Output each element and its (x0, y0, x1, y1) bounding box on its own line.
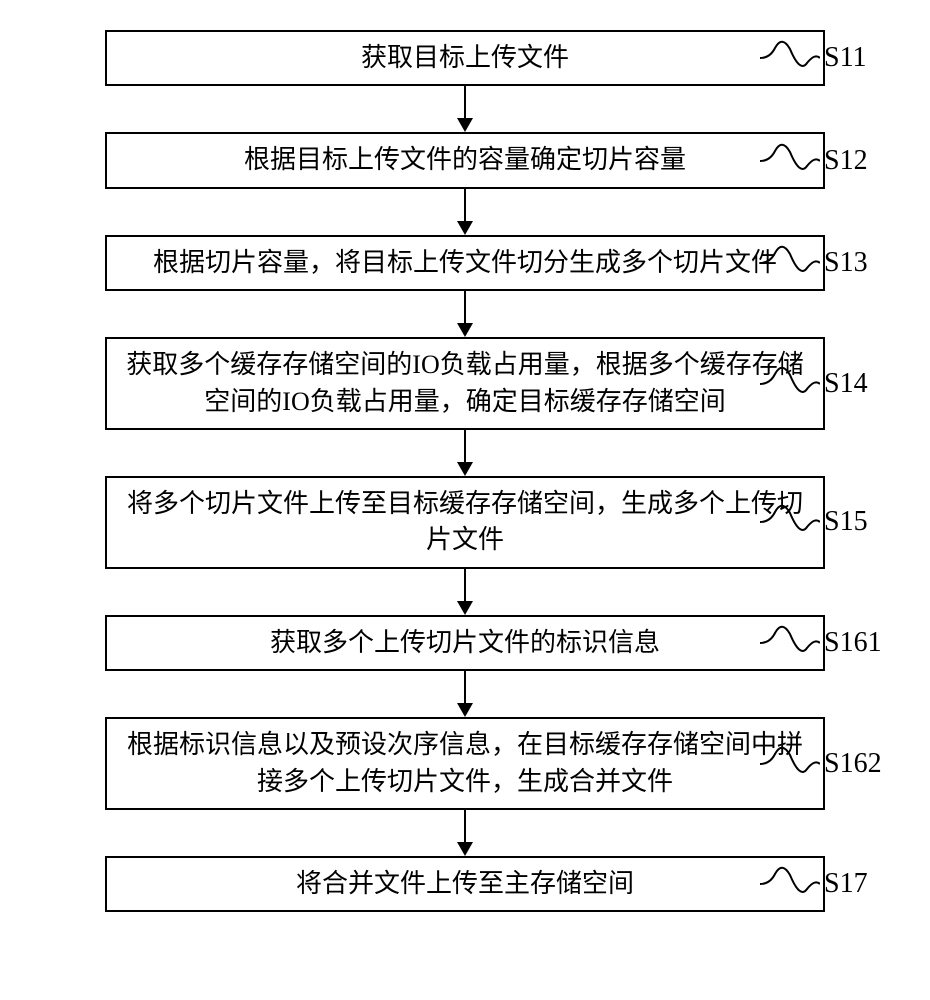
flowchart-container: 获取目标上传文件 S11 根据目标上传文件的容量确定切片容量 S12 根据切片容… (20, 30, 910, 912)
flowchart-arrow (20, 291, 910, 337)
flowchart-box: 根据切片容量，将目标上传文件切分生成多个切片文件 (105, 235, 825, 291)
step-id-label: S12 (824, 145, 868, 177)
label-connector-curve (760, 618, 820, 668)
label-connector-curve (760, 136, 820, 186)
step-id-label: S162 (824, 748, 882, 780)
flowchart-step: 获取多个缓存存储空间的IO负载占用量，根据多个缓存存储空间的IO负载占用量，确定… (20, 337, 910, 430)
step-label-area: S162 (760, 739, 910, 789)
step-id-label: S13 (824, 247, 868, 279)
flowchart-step: 根据目标上传文件的容量确定切片容量 S12 (20, 132, 910, 188)
flowchart-arrow (20, 569, 910, 615)
label-connector-curve (760, 359, 820, 409)
flowchart-arrow (20, 810, 910, 856)
step-label-area: S17 (760, 859, 910, 909)
flowchart-arrow (20, 671, 910, 717)
flowchart-step: 根据标识信息以及预设次序信息，在目标缓存存储空间中拼接多个上传切片文件，生成合并… (20, 717, 910, 810)
label-connector-curve (760, 497, 820, 547)
down-arrow-icon (450, 189, 480, 235)
flowchart-box: 将多个切片文件上传至目标缓存存储空间，生成多个上传切片文件 (105, 476, 825, 569)
step-label-area: S12 (760, 136, 910, 186)
step-id-label: S15 (824, 506, 868, 538)
down-arrow-icon (450, 86, 480, 132)
flowchart-step: 获取多个上传切片文件的标识信息 S161 (20, 615, 910, 671)
flowchart-step: 根据切片容量，将目标上传文件切分生成多个切片文件 S13 (20, 235, 910, 291)
flowchart-step: 获取目标上传文件 S11 (20, 30, 910, 86)
step-id-label: S161 (824, 627, 882, 659)
down-arrow-icon (450, 430, 480, 476)
down-arrow-icon (450, 291, 480, 337)
down-arrow-icon (450, 569, 480, 615)
flowchart-box: 根据目标上传文件的容量确定切片容量 (105, 132, 825, 188)
label-connector-curve (760, 859, 820, 909)
flowchart-arrow (20, 189, 910, 235)
step-label-area: S161 (760, 618, 910, 668)
step-id-label: S11 (824, 42, 867, 74)
flowchart-step: 将合并文件上传至主存储空间 S17 (20, 856, 910, 912)
step-label-area: S14 (760, 359, 910, 409)
down-arrow-icon (450, 671, 480, 717)
down-arrow-icon (450, 810, 480, 856)
flowchart-box: 获取多个缓存存储空间的IO负载占用量，根据多个缓存存储空间的IO负载占用量，确定… (105, 337, 825, 430)
step-label-area: S11 (760, 33, 910, 83)
flowchart-step: 将多个切片文件上传至目标缓存存储空间，生成多个上传切片文件 S15 (20, 476, 910, 569)
flowchart-box: 将合并文件上传至主存储空间 (105, 856, 825, 912)
flowchart-arrow (20, 430, 910, 476)
step-label-area: S13 (760, 238, 910, 288)
step-id-label: S17 (824, 868, 868, 900)
flowchart-box: 根据标识信息以及预设次序信息，在目标缓存存储空间中拼接多个上传切片文件，生成合并… (105, 717, 825, 810)
label-connector-curve (760, 238, 820, 288)
label-connector-curve (760, 739, 820, 789)
step-id-label: S14 (824, 368, 868, 400)
flowchart-arrow (20, 86, 910, 132)
flowchart-box: 获取目标上传文件 (105, 30, 825, 86)
flowchart-box: 获取多个上传切片文件的标识信息 (105, 615, 825, 671)
step-label-area: S15 (760, 497, 910, 547)
label-connector-curve (760, 33, 820, 83)
